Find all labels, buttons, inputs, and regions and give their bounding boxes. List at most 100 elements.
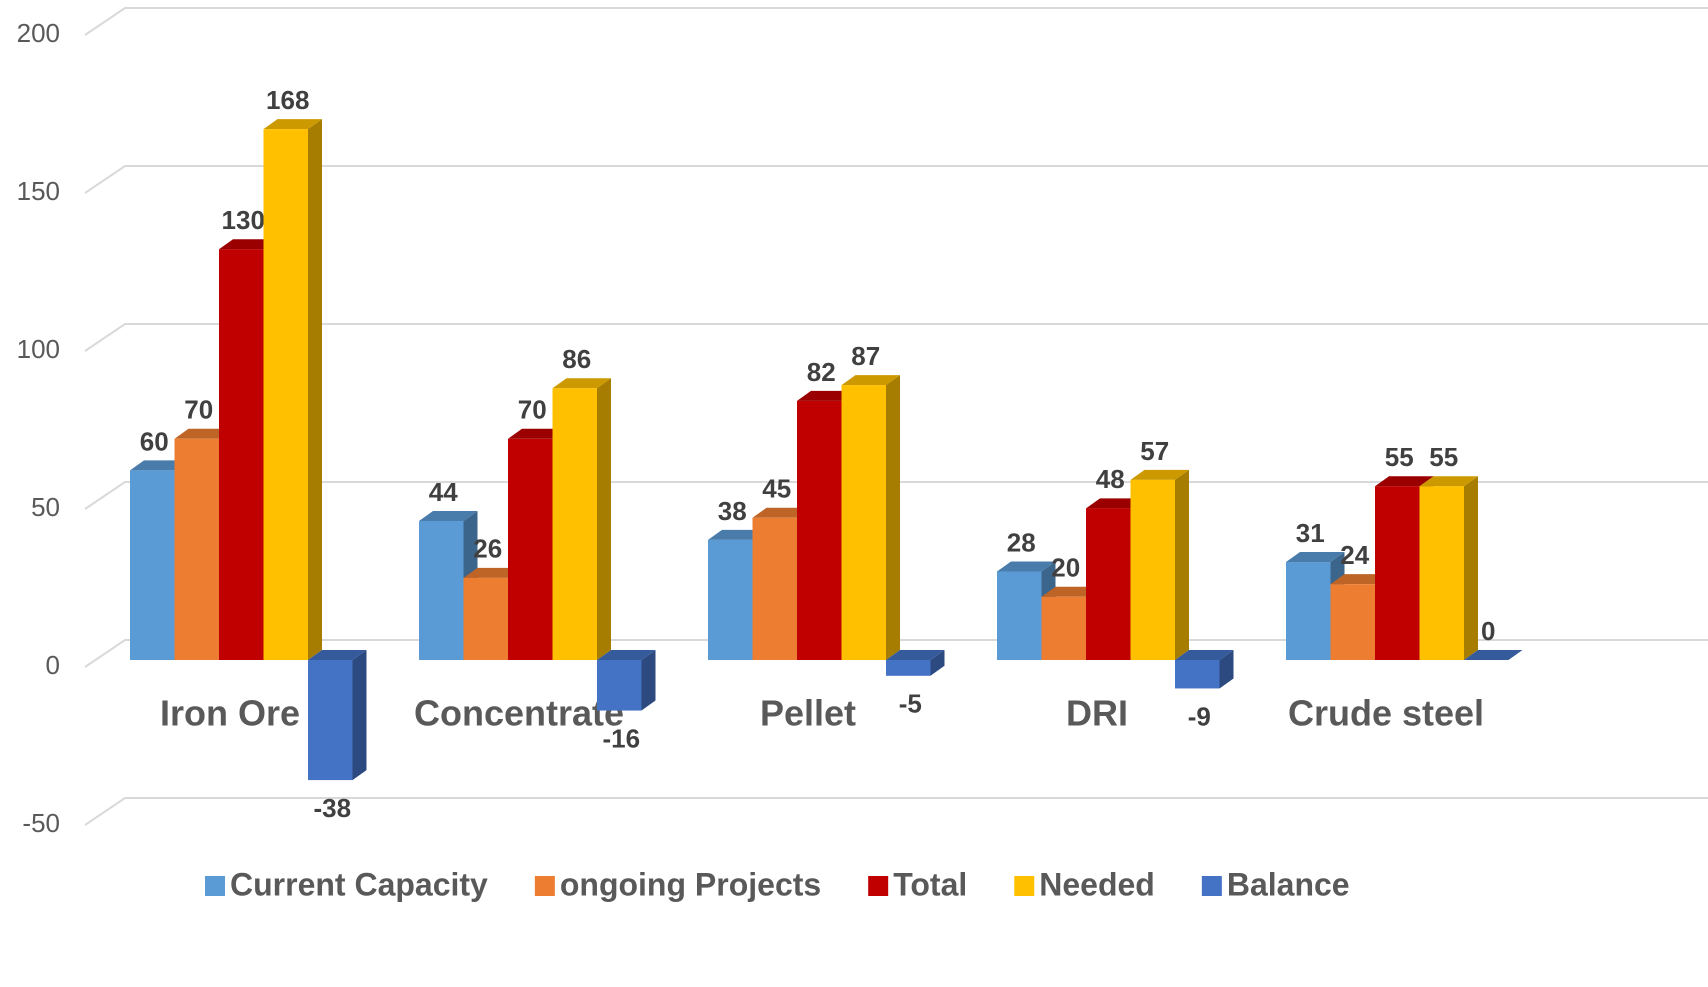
legend-swatch bbox=[205, 876, 225, 896]
data-label: 168 bbox=[266, 85, 309, 115]
data-label: 31 bbox=[1296, 518, 1325, 548]
bar-top bbox=[308, 650, 367, 660]
bar bbox=[308, 660, 353, 781]
bar-top bbox=[597, 650, 656, 660]
data-label: 26 bbox=[473, 534, 502, 564]
bar bbox=[508, 438, 553, 660]
data-label: 55 bbox=[1429, 442, 1458, 472]
bar-top bbox=[708, 529, 767, 540]
y-tick-label: 150 bbox=[17, 176, 60, 206]
bar-side bbox=[930, 650, 945, 676]
bar-top bbox=[130, 460, 189, 471]
data-label: 55 bbox=[1385, 442, 1414, 472]
bar bbox=[1175, 660, 1220, 689]
bar-top bbox=[508, 428, 567, 439]
data-label: 57 bbox=[1140, 436, 1169, 466]
bar bbox=[752, 517, 797, 660]
data-label: 70 bbox=[518, 395, 547, 425]
data-label: -9 bbox=[1188, 701, 1211, 731]
bar-top bbox=[886, 650, 945, 660]
data-label: -38 bbox=[313, 793, 351, 823]
y-tick-label: 100 bbox=[17, 334, 60, 364]
data-label: 28 bbox=[1007, 527, 1036, 557]
grid-line bbox=[84, 323, 1708, 352]
bar bbox=[708, 539, 753, 660]
bar-top bbox=[752, 507, 811, 518]
x-tick-label: Iron Ore bbox=[160, 693, 300, 734]
bar-side bbox=[886, 375, 900, 660]
bar-top bbox=[219, 239, 278, 250]
bar bbox=[1419, 486, 1464, 660]
legend-label: ongoing Projects bbox=[560, 866, 821, 902]
legend-label: Current Capacity bbox=[230, 866, 488, 902]
data-label: 48 bbox=[1096, 464, 1125, 494]
data-label: 38 bbox=[718, 496, 747, 526]
bar-side bbox=[308, 119, 322, 661]
grid-line bbox=[84, 7, 1708, 36]
bar bbox=[1330, 584, 1375, 660]
bar bbox=[219, 249, 264, 660]
data-label: 87 bbox=[851, 341, 880, 371]
bar-side bbox=[1219, 650, 1234, 689]
data-label: 60 bbox=[140, 426, 169, 456]
bar bbox=[997, 571, 1042, 660]
y-tick-label: 200 bbox=[17, 18, 60, 48]
bar-top bbox=[1419, 476, 1478, 487]
bar-top bbox=[174, 428, 233, 439]
x-tick-label: Pellet bbox=[760, 693, 856, 734]
bar-side bbox=[1464, 476, 1478, 660]
data-label: -16 bbox=[602, 723, 640, 753]
legend-swatch bbox=[1201, 876, 1222, 896]
legend-swatch bbox=[868, 876, 889, 896]
legend-label: Total bbox=[893, 866, 967, 902]
data-label: -5 bbox=[899, 689, 922, 719]
bar-top bbox=[1464, 650, 1523, 660]
bar-top bbox=[263, 119, 322, 130]
data-label: 24 bbox=[1340, 540, 1369, 570]
bar-top bbox=[463, 567, 522, 578]
bar-side bbox=[597, 378, 611, 660]
bar bbox=[841, 385, 886, 660]
data-label: 20 bbox=[1051, 553, 1080, 583]
x-tick-label: DRI bbox=[1066, 693, 1128, 734]
bar-top bbox=[1330, 574, 1389, 585]
bar-side bbox=[641, 650, 656, 711]
data-label: 44 bbox=[429, 477, 458, 507]
bar bbox=[797, 400, 842, 660]
bar-side bbox=[1175, 469, 1189, 660]
bar bbox=[419, 520, 464, 660]
bar-top bbox=[997, 561, 1056, 572]
bar bbox=[597, 660, 642, 711]
grid-line bbox=[84, 797, 1708, 826]
bar bbox=[130, 470, 175, 660]
data-label: 0 bbox=[1481, 616, 1495, 646]
bar-top bbox=[1375, 476, 1434, 487]
bar-top bbox=[1286, 552, 1345, 563]
data-label: 45 bbox=[762, 474, 791, 504]
legend-swatch bbox=[1014, 876, 1035, 896]
bar-top bbox=[841, 375, 900, 386]
y-tick-label: -50 bbox=[22, 808, 60, 838]
data-label: 70 bbox=[184, 395, 213, 425]
bar bbox=[1130, 479, 1175, 660]
bar-top bbox=[419, 510, 478, 521]
bar-top bbox=[1175, 650, 1234, 660]
x-tick-label: Crude steel bbox=[1288, 693, 1484, 734]
bar bbox=[174, 438, 219, 660]
bar-side bbox=[352, 650, 367, 781]
y-tick-label: 0 bbox=[46, 650, 60, 680]
bar bbox=[886, 660, 931, 676]
x-tick-label: Concentrate bbox=[414, 693, 624, 734]
legend-swatch bbox=[534, 876, 555, 896]
bar-top bbox=[1041, 586, 1100, 597]
bar-top bbox=[552, 378, 611, 389]
legend-label: Balance bbox=[1227, 866, 1350, 902]
bar bbox=[1041, 596, 1086, 660]
bar-top bbox=[1086, 498, 1145, 509]
bar bbox=[1086, 508, 1131, 660]
bar-top bbox=[797, 390, 856, 401]
data-label: 86 bbox=[562, 344, 591, 374]
bar-top bbox=[1130, 469, 1189, 480]
bar bbox=[1375, 486, 1420, 660]
